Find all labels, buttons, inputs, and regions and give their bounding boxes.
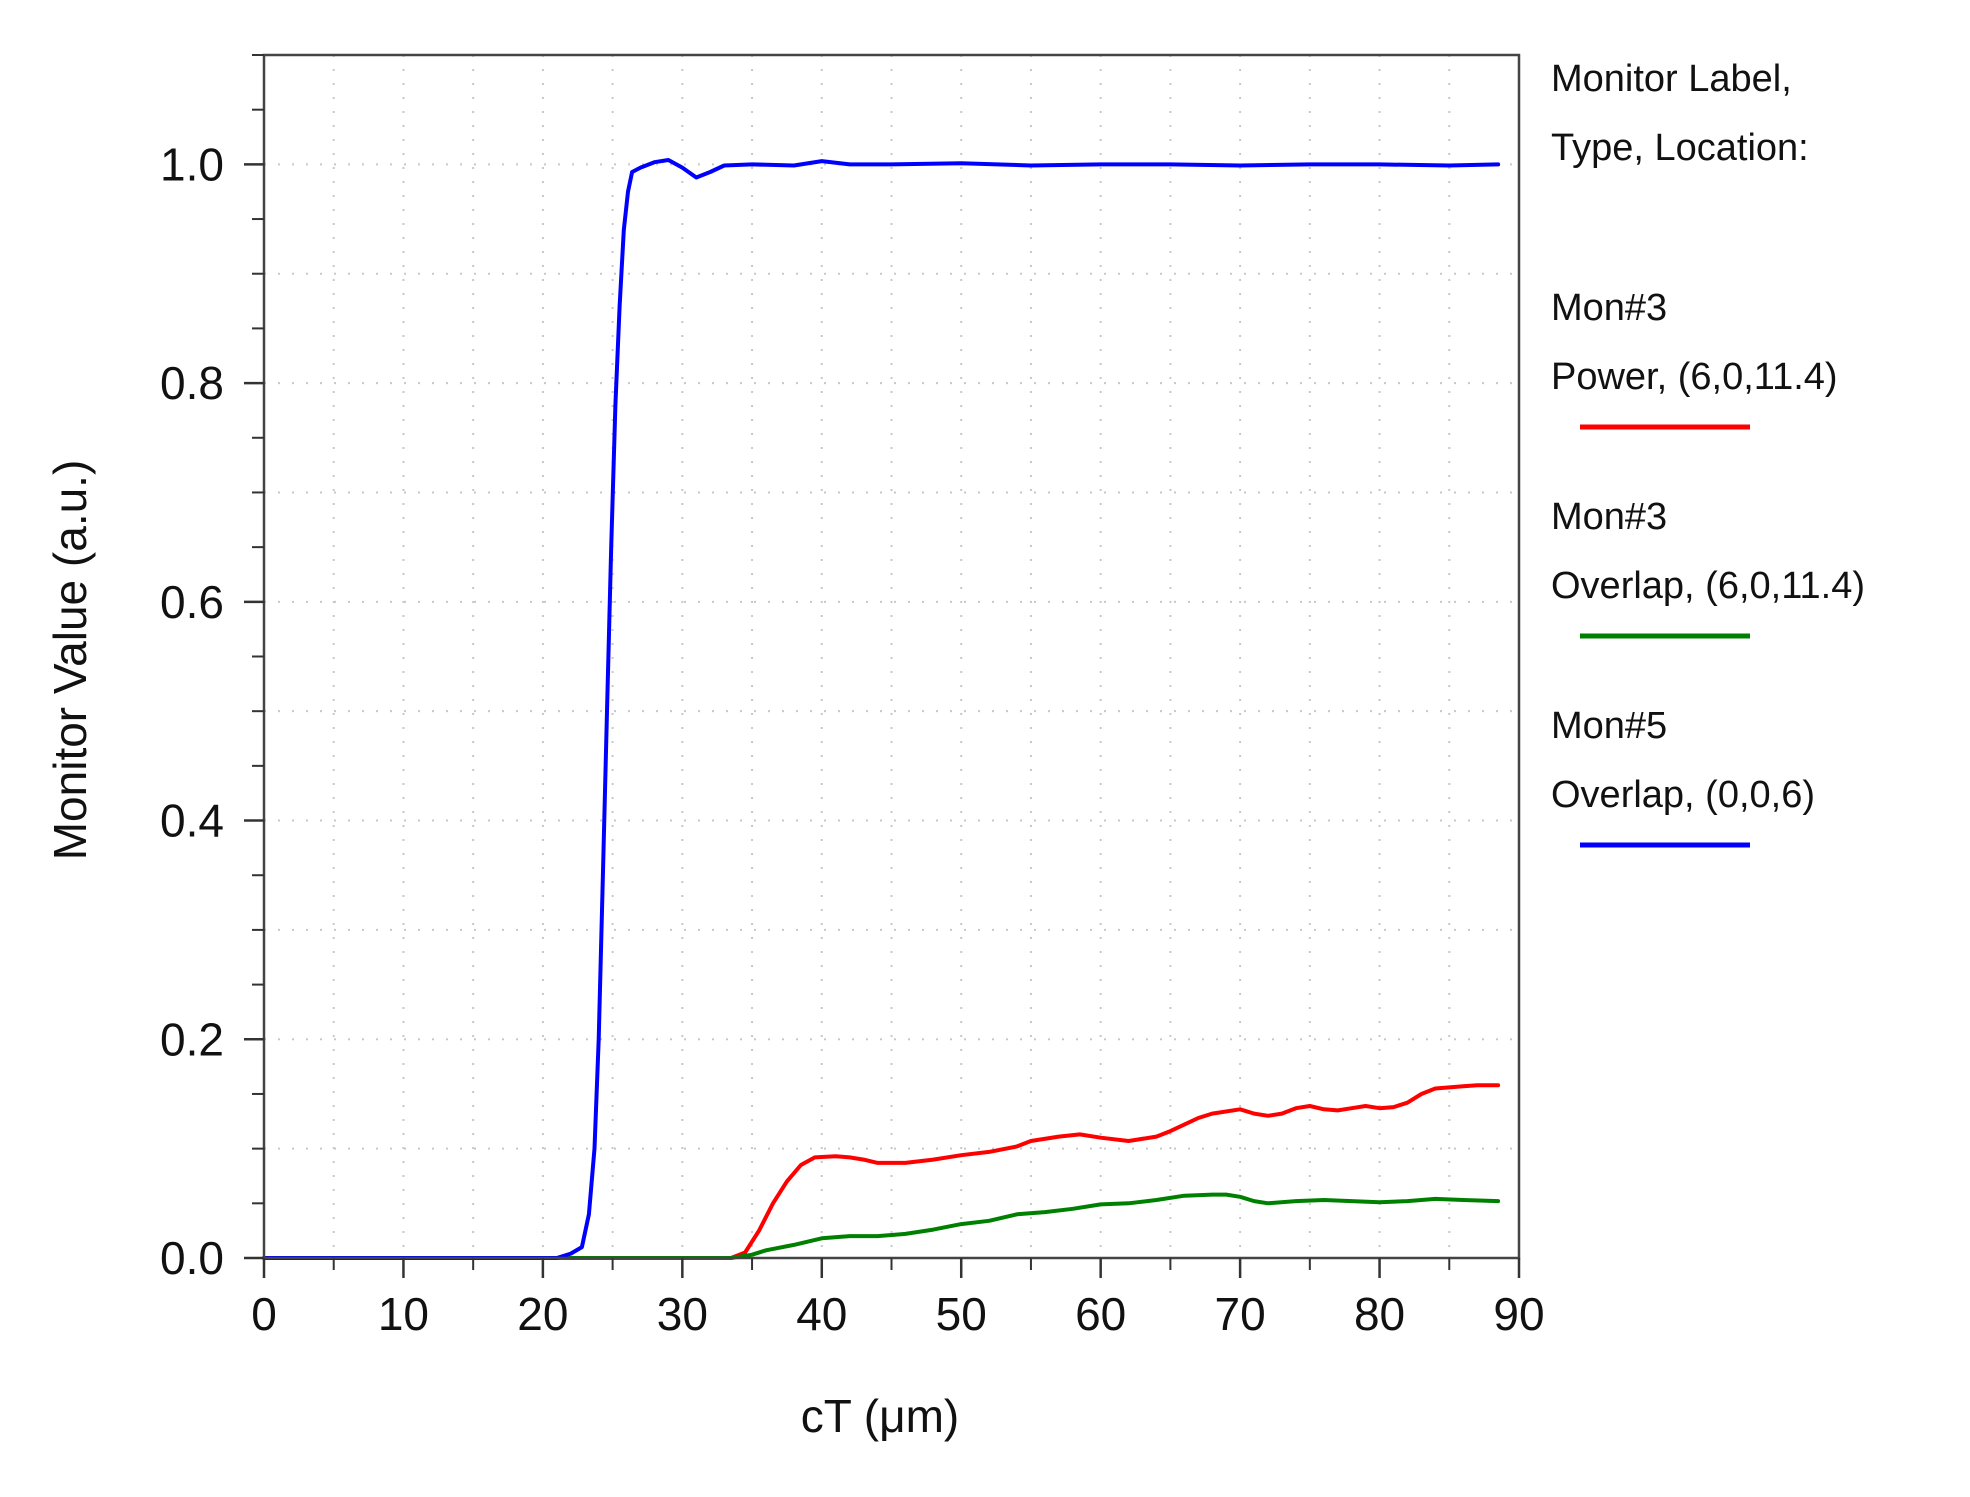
- legend-entry-detail: Overlap, (6,0,11.4): [1551, 565, 1865, 607]
- legend-entry-detail: Overlap, (0,0,6): [1551, 774, 1815, 816]
- series-line: [262, 1083, 1501, 1260]
- x-tick-label: 30: [657, 1288, 708, 1340]
- x-tick-label: 80: [1354, 1288, 1405, 1340]
- x-tick-label: 90: [1493, 1288, 1544, 1340]
- y-axis-label: Monitor Value (a.u.): [44, 460, 96, 861]
- legend: Monitor Label, Type, Location: Mon#3 Powe…: [1551, 58, 1865, 848]
- y-tick-label: 0.8: [160, 357, 224, 409]
- axes: [244, 53, 1521, 1278]
- x-tick-label: 0: [251, 1288, 277, 1340]
- series-line: [262, 1192, 1501, 1260]
- x-tick-label: 10: [378, 1288, 429, 1340]
- legend-entry-detail: Power, (6,0,11.4): [1551, 356, 1838, 398]
- series-lines: [262, 158, 1501, 1260]
- x-axis-label: cT (μm): [801, 1390, 960, 1442]
- legend-entry-name: Mon#3: [1551, 287, 1667, 329]
- legend-entry-name: Mon#3: [1551, 496, 1667, 538]
- y-tick-label: 1.0: [160, 138, 224, 190]
- x-tick-label: 40: [796, 1288, 847, 1340]
- legend-header-line1: Monitor Label,: [1551, 58, 1792, 100]
- y-tick-label: 0.0: [160, 1232, 224, 1284]
- legend-entries: Mon#3 Power, (6,0,11.4) Mon#3 Overlap, (6,0…: [1551, 287, 1865, 848]
- x-tick-label: 50: [936, 1288, 987, 1340]
- y-tick-label: 0.4: [160, 795, 224, 847]
- x-tick-label: 70: [1215, 1288, 1266, 1340]
- x-tick-label: 60: [1075, 1288, 1126, 1340]
- y-tick-label: 0.2: [160, 1013, 224, 1065]
- series-line: [262, 158, 1501, 1260]
- legend-entry-name: Mon#5: [1551, 705, 1667, 747]
- legend-header-line2: Type, Location:: [1551, 127, 1809, 169]
- tick-labels: 0 10 20 30 40 50 60 70 80 90 0.0 0.2 0.4 0.6 0.8 1.0: [160, 138, 1545, 1340]
- y-tick-label: 0.6: [160, 576, 224, 628]
- x-tick-label: 20: [517, 1288, 568, 1340]
